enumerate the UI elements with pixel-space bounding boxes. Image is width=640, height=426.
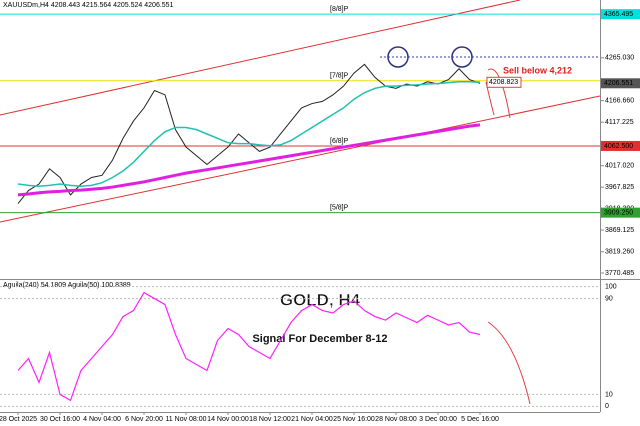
level-label: 3909.250 xyxy=(604,209,633,216)
x-tick-label: 6 Nov 20:00 xyxy=(125,416,163,423)
level-box xyxy=(601,140,640,151)
x-tick-label: 21 Nov 04:00 xyxy=(291,416,333,423)
top-circle xyxy=(451,46,473,68)
level-box xyxy=(601,9,640,20)
annotation: GOLD, H4 xyxy=(280,290,361,309)
y-tick-label: 3967.825 xyxy=(605,184,634,191)
annotation: Sell below 4,212 xyxy=(503,65,572,75)
y-tick-label: 10 xyxy=(605,391,613,398)
sell-level: 4208.823 xyxy=(489,79,518,86)
x-tick-label: 28 Nov 08:00 xyxy=(375,416,417,423)
y-tick-label: 0 xyxy=(605,403,609,410)
price-box xyxy=(601,78,640,89)
series-line xyxy=(17,81,481,187)
y-tick-label: 3869.125 xyxy=(605,227,634,234)
y-tick-label: 3770.485 xyxy=(605,270,634,277)
x-tick-label: 14 Nov 00:00 xyxy=(207,416,249,423)
x-tick-label: 25 Nov 16:00 xyxy=(333,416,375,423)
chart-title: XAUUSDm,H4 4208.443 4215.564 4205.524 42… xyxy=(3,2,174,9)
y-tick-label: 4265.030 xyxy=(605,55,634,62)
current-price: 4206.551 xyxy=(604,80,633,87)
level-name: [6/8]P xyxy=(330,138,349,145)
level-name: [8/8]P xyxy=(330,6,349,13)
arrow xyxy=(487,321,531,405)
sell-box xyxy=(486,76,522,88)
series-line xyxy=(17,291,481,402)
y-tick-label: 100 xyxy=(605,283,617,290)
level-box xyxy=(601,207,640,218)
y-tick-label: 3819.260 xyxy=(605,249,634,256)
level-name: [5/8]P xyxy=(330,204,349,211)
x-tick-label: 18 Nov 12:00 xyxy=(249,416,291,423)
y-tick-label: 4117.225 xyxy=(605,119,634,126)
channel-lower xyxy=(0,95,601,223)
y-tick-label: 4166.660 xyxy=(605,97,634,104)
y-tick-label: 4017.020 xyxy=(605,163,634,170)
x-tick-label: 4 Nov 04:00 xyxy=(83,416,121,423)
annotation: Signal For December 8-12 xyxy=(252,333,387,345)
level-label: 4365.495 xyxy=(604,11,633,18)
series-line xyxy=(17,123,481,197)
y-tick-label: 90 xyxy=(605,295,613,302)
channel-upper xyxy=(0,0,521,116)
top-circle xyxy=(387,46,409,68)
level-name: [7/8]P xyxy=(330,73,349,80)
x-tick-label: 3 Dec 00:00 xyxy=(419,416,457,423)
level-label: 4062.500 xyxy=(604,143,633,150)
x-tick-label: 30 Oct 16:00 xyxy=(40,416,80,423)
x-tick-label: 5 Dec 16:00 xyxy=(461,416,499,423)
x-tick-label: 11 Nov 08:00 xyxy=(165,416,206,423)
indicator-title: Aguila(240) 54.1809 Aguila(50) 100.8389 xyxy=(3,282,131,289)
x-tick-label: 28 Oct 2025 xyxy=(0,416,37,423)
